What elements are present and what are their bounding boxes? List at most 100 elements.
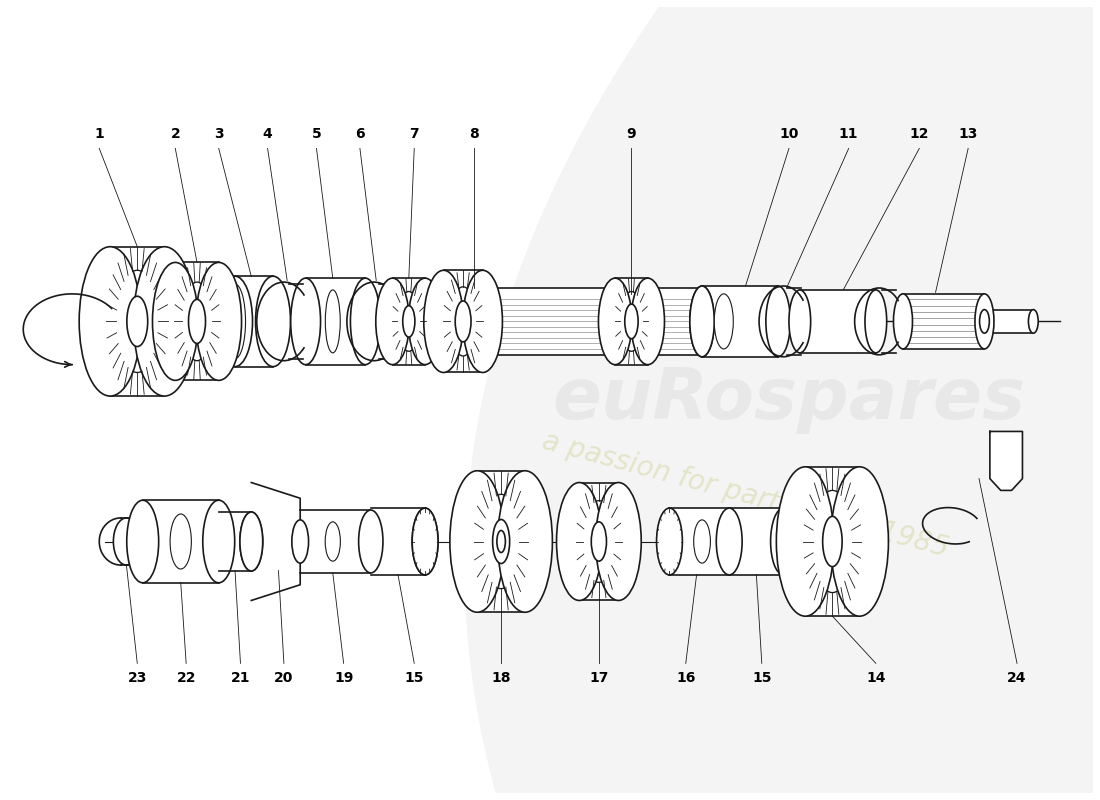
Ellipse shape [583, 501, 615, 582]
Bar [143, 500, 219, 582]
Bar [805, 467, 859, 616]
Ellipse shape [326, 290, 340, 353]
Ellipse shape [450, 287, 476, 356]
Bar [800, 290, 876, 353]
Text: 19: 19 [334, 671, 353, 686]
Ellipse shape [595, 482, 641, 601]
Ellipse shape [497, 530, 505, 553]
Text: 17: 17 [590, 671, 608, 686]
Ellipse shape [865, 290, 887, 353]
Bar [580, 482, 618, 601]
Ellipse shape [823, 516, 843, 566]
Text: 16: 16 [676, 671, 695, 686]
Ellipse shape [789, 290, 811, 353]
Bar [393, 278, 425, 365]
Ellipse shape [126, 296, 147, 346]
Text: a passion for parts since 1985: a passion for parts since 1985 [539, 426, 952, 562]
Ellipse shape [771, 508, 796, 575]
Ellipse shape [694, 520, 711, 563]
Bar [306, 278, 365, 365]
Ellipse shape [777, 467, 834, 616]
Text: 8: 8 [469, 126, 478, 141]
Ellipse shape [716, 508, 742, 575]
Ellipse shape [188, 299, 206, 343]
Ellipse shape [126, 500, 158, 582]
Ellipse shape [483, 494, 519, 589]
Ellipse shape [412, 508, 438, 575]
Ellipse shape [455, 301, 471, 342]
Polygon shape [251, 482, 300, 601]
PathPatch shape [464, 7, 1093, 793]
Bar [984, 310, 1033, 333]
Ellipse shape [1028, 310, 1038, 333]
Text: 22: 22 [176, 671, 196, 686]
Ellipse shape [690, 286, 714, 357]
Ellipse shape [657, 508, 682, 575]
Ellipse shape [403, 306, 415, 337]
Ellipse shape [425, 288, 448, 354]
Bar [903, 294, 984, 349]
Ellipse shape [196, 262, 242, 380]
Text: 3: 3 [213, 126, 223, 141]
Ellipse shape [497, 470, 552, 612]
Text: 9: 9 [627, 126, 636, 141]
Text: 23: 23 [128, 671, 147, 686]
Ellipse shape [290, 278, 320, 365]
Bar [477, 470, 525, 612]
Ellipse shape [813, 490, 852, 593]
Text: 18: 18 [492, 671, 510, 686]
Polygon shape [990, 431, 1023, 490]
Bar [702, 286, 778, 357]
Ellipse shape [450, 470, 505, 612]
Text: euRospares: euRospares [552, 366, 1025, 434]
Text: 15: 15 [405, 671, 424, 686]
Ellipse shape [491, 515, 512, 567]
Bar [300, 510, 371, 573]
Ellipse shape [766, 286, 790, 357]
Ellipse shape [117, 270, 158, 373]
Ellipse shape [255, 276, 290, 366]
Ellipse shape [714, 294, 734, 349]
Text: 13: 13 [958, 126, 978, 141]
Text: 1: 1 [95, 126, 104, 141]
Ellipse shape [424, 270, 463, 373]
Ellipse shape [240, 512, 263, 571]
Bar [615, 278, 648, 365]
Ellipse shape [625, 304, 638, 338]
Ellipse shape [202, 500, 234, 582]
Text: 20: 20 [274, 671, 294, 686]
Text: 14: 14 [866, 671, 886, 686]
Ellipse shape [153, 262, 198, 380]
Ellipse shape [631, 278, 664, 365]
Ellipse shape [980, 310, 989, 333]
Bar [110, 246, 164, 396]
Ellipse shape [224, 284, 245, 358]
Text: 6: 6 [355, 126, 365, 141]
Ellipse shape [412, 508, 438, 575]
Ellipse shape [975, 294, 994, 349]
Ellipse shape [690, 286, 714, 357]
Ellipse shape [326, 522, 340, 561]
Bar [443, 270, 483, 373]
Ellipse shape [218, 276, 253, 366]
Ellipse shape [463, 270, 503, 373]
Bar [371, 508, 425, 575]
Text: 7: 7 [409, 126, 419, 141]
Ellipse shape [493, 519, 509, 563]
Text: 2: 2 [170, 126, 180, 141]
Ellipse shape [170, 514, 191, 569]
Ellipse shape [113, 518, 140, 565]
Text: 10: 10 [779, 126, 799, 141]
Ellipse shape [691, 288, 714, 354]
Text: 4: 4 [263, 126, 273, 141]
Text: 24: 24 [1008, 671, 1026, 686]
Text: 5: 5 [311, 126, 321, 141]
Ellipse shape [351, 278, 381, 365]
Bar [729, 508, 783, 575]
Ellipse shape [376, 278, 409, 365]
Bar [235, 276, 273, 366]
Bar [436, 288, 702, 354]
Ellipse shape [397, 291, 420, 351]
Bar [670, 508, 729, 575]
Bar [219, 512, 251, 571]
